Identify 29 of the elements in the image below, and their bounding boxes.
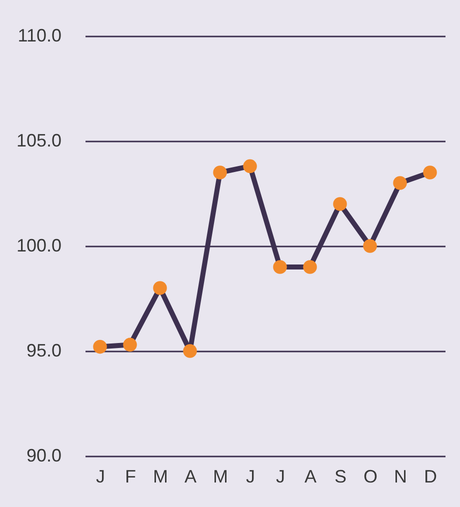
point: [393, 176, 407, 190]
y-tick-label: 105.0: [16, 130, 62, 150]
x-tick-label: M: [153, 466, 168, 486]
x-tick-label: A: [184, 466, 197, 486]
x-tick-label: A: [304, 466, 317, 486]
point: [363, 239, 377, 253]
y-tick-label: 110.0: [18, 26, 62, 46]
point: [153, 281, 167, 295]
x-tick-label: J: [246, 466, 255, 486]
x-tick-label: F: [125, 466, 136, 486]
point: [213, 166, 227, 180]
point: [333, 197, 347, 211]
x-tick-label: O: [363, 466, 378, 486]
point: [93, 340, 107, 354]
x-tick-label: M: [213, 466, 228, 486]
point: [273, 260, 287, 274]
y-tick-label: 90.0: [26, 446, 62, 466]
x-tick-label: N: [394, 466, 407, 486]
y-tick-label: 95.0: [26, 340, 62, 360]
point: [123, 338, 137, 352]
y-tick-label: 100.0: [16, 236, 62, 256]
x-tick-label: J: [276, 466, 285, 486]
x-tick-label: D: [424, 466, 437, 486]
point: [303, 260, 317, 274]
x-tick-label: S: [334, 466, 347, 486]
point: [183, 344, 197, 358]
x-tick-label: J: [96, 466, 105, 486]
point: [423, 166, 437, 180]
point: [243, 159, 257, 174]
